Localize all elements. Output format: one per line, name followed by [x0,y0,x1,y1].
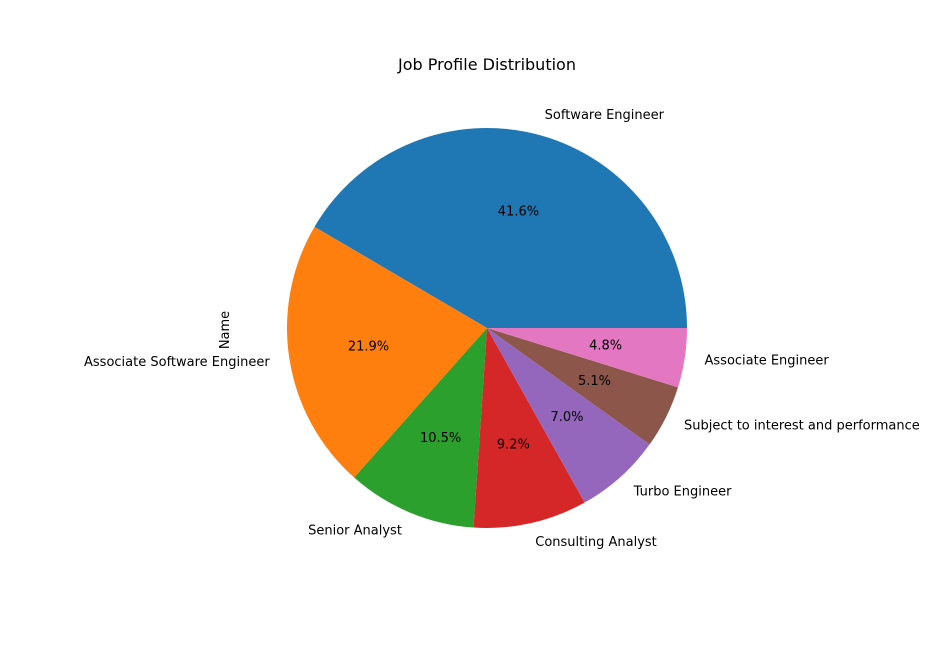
slice-percent-subject-to-interest-and-performance: 5.1% [578,374,611,389]
slice-label-subject-to-interest-and-performance: Subject to interest and performance [684,418,920,433]
pie-slices [287,127,687,528]
pie-slice-associate-software-engineer [287,226,487,478]
pie-slice-turbo-engineer [487,328,650,503]
slice-percent-consulting-analyst: 9.2% [497,438,530,453]
slice-label-associate-software-engineer: Associate Software Engineer [84,355,270,370]
slice-percent-associate-software-engineer: 21.9% [348,339,389,354]
slice-label-software-engineer: Software Engineer [545,108,665,123]
slice-label-senior-analyst: Senior Analyst [308,523,402,538]
slice-label-turbo-engineer: Turbo Engineer [633,484,732,499]
pie-slice-associate-engineer [487,328,687,388]
slice-percent-associate-engineer: 4.8% [589,339,622,354]
slice-label-consulting-analyst: Consulting Analyst [535,535,657,550]
pie-slice-software-engineer [314,127,687,328]
slice-percent-turbo-engineer: 7.0% [550,410,583,425]
pie-slice-consulting-analyst [473,328,585,528]
pie-labels: Software Engineer 41.6% Associate Software… [84,108,920,550]
chart-title: Job Profile Distribution [397,55,576,74]
slice-percent-software-engineer: 41.6% [498,205,539,220]
slice-percent-senior-analyst: 10.5% [420,431,461,446]
y-axis-label: Name [218,311,233,349]
slice-label-associate-engineer: Associate Engineer [705,354,830,369]
pie-slice-senior-analyst [354,328,487,528]
pie-slice-subject-to-interest-and-performance [487,328,678,445]
